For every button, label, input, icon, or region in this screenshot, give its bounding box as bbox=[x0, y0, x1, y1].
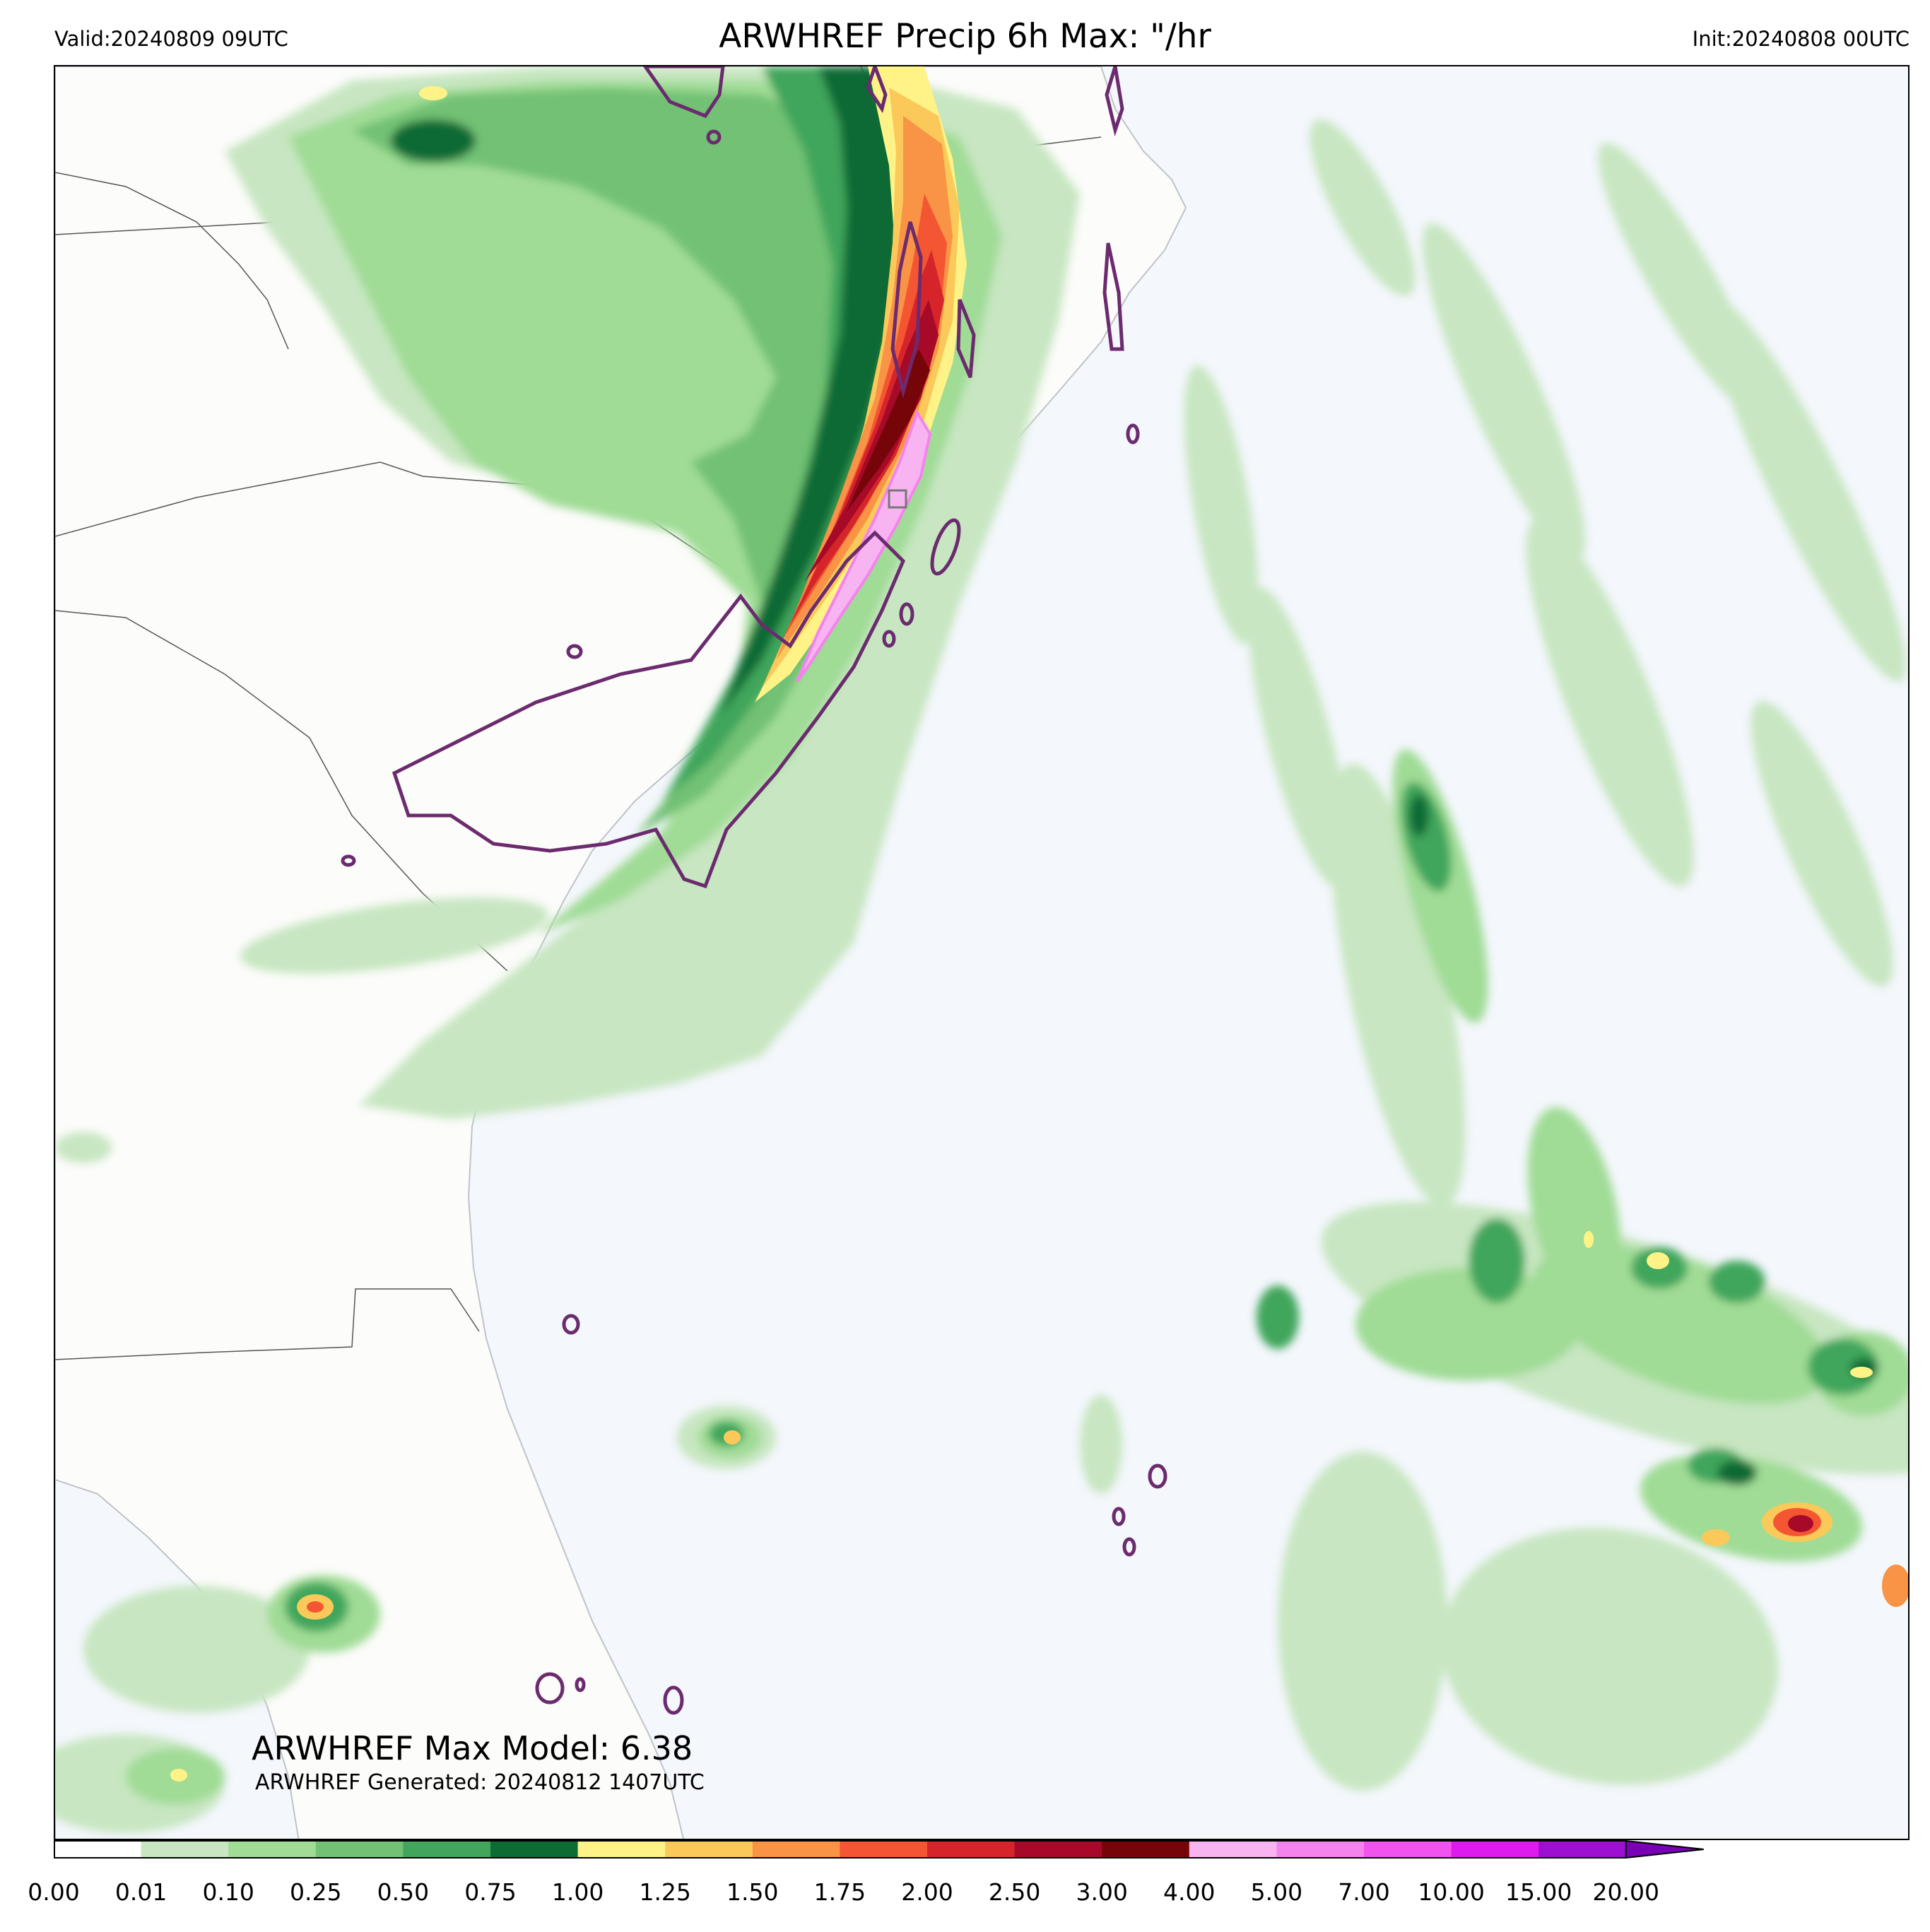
colorbar-segment bbox=[665, 1841, 753, 1858]
colorbar-segment bbox=[752, 1841, 840, 1858]
colorbar-tick-label: 2.00 bbox=[901, 1878, 953, 1906]
colorbar-tick-label: 1.50 bbox=[726, 1878, 779, 1906]
colorbar-tick-label: 7.00 bbox=[1338, 1878, 1390, 1906]
colorbar-tick-label: 15.00 bbox=[1505, 1878, 1572, 1906]
colorbar-segment bbox=[315, 1841, 404, 1858]
colorbar-tick-label: 0.50 bbox=[377, 1878, 430, 1906]
colorbar-segment bbox=[1451, 1841, 1539, 1858]
prob-contours bbox=[341, 66, 1167, 1715]
colorbar-tick-label: 0.75 bbox=[464, 1878, 517, 1906]
colorbar-tick-label: 1.75 bbox=[813, 1878, 866, 1906]
generated-label: ARWHREF Generated: 20240812 1407UTC bbox=[255, 1770, 705, 1795]
colorbar-tick-label: 5.00 bbox=[1250, 1878, 1303, 1906]
colorbar-segment bbox=[54, 1841, 142, 1858]
colorbar-segment bbox=[141, 1841, 229, 1858]
colorbar-segment bbox=[1102, 1841, 1190, 1858]
colorbar-tick-label: 0.00 bbox=[28, 1878, 80, 1906]
colorbar-tick-label: 0.25 bbox=[290, 1878, 342, 1906]
colorbar-tick-label: 0.10 bbox=[202, 1878, 254, 1906]
colorbar-tick-label: 10.00 bbox=[1418, 1878, 1485, 1906]
colorbar-tick-label: 0.01 bbox=[114, 1878, 167, 1906]
init-time: Init:20240808 00UTC bbox=[1692, 27, 1910, 51]
colorbar-segment bbox=[403, 1841, 491, 1858]
map-title: ARWHREF Precip 6h Max: "/hr bbox=[719, 17, 1211, 56]
valid-time: Valid:20240809 09UTC bbox=[54, 27, 288, 51]
colorbar bbox=[54, 1839, 1704, 1859]
colorbar-segment bbox=[1276, 1841, 1365, 1858]
colorbar-tick-label: 3.00 bbox=[1076, 1878, 1128, 1906]
colorbar-tick-label: 1.00 bbox=[551, 1878, 604, 1906]
colorbar-segment bbox=[1364, 1841, 1452, 1858]
colorbar-tick-label: 1.25 bbox=[639, 1878, 691, 1906]
colorbar-segment bbox=[1189, 1841, 1277, 1858]
colorbar-tick-label: 20.00 bbox=[1592, 1878, 1660, 1906]
colorbar-segment bbox=[490, 1841, 579, 1858]
heavy-cells bbox=[170, 86, 1908, 1781]
colorbar-segment bbox=[1538, 1841, 1627, 1858]
colorbar-segment bbox=[840, 1841, 928, 1858]
max-model-label: ARWHREF Max Model: 6.38 bbox=[252, 1729, 693, 1767]
precip-field bbox=[55, 66, 1908, 1833]
colorbar-segment bbox=[577, 1841, 666, 1858]
precip-map bbox=[54, 65, 1910, 1840]
heavy-band bbox=[755, 66, 967, 702]
map-canvas bbox=[55, 66, 1908, 1839]
colorbar-segment bbox=[927, 1841, 1016, 1858]
colorbar-segment bbox=[228, 1841, 317, 1858]
colorbar-tick-label: 4.00 bbox=[1163, 1878, 1216, 1906]
colorbar-tick-label: 2.50 bbox=[988, 1878, 1041, 1906]
colorbar-extend-arrow bbox=[1625, 1839, 1704, 1859]
colorbar-segment bbox=[1014, 1841, 1102, 1858]
